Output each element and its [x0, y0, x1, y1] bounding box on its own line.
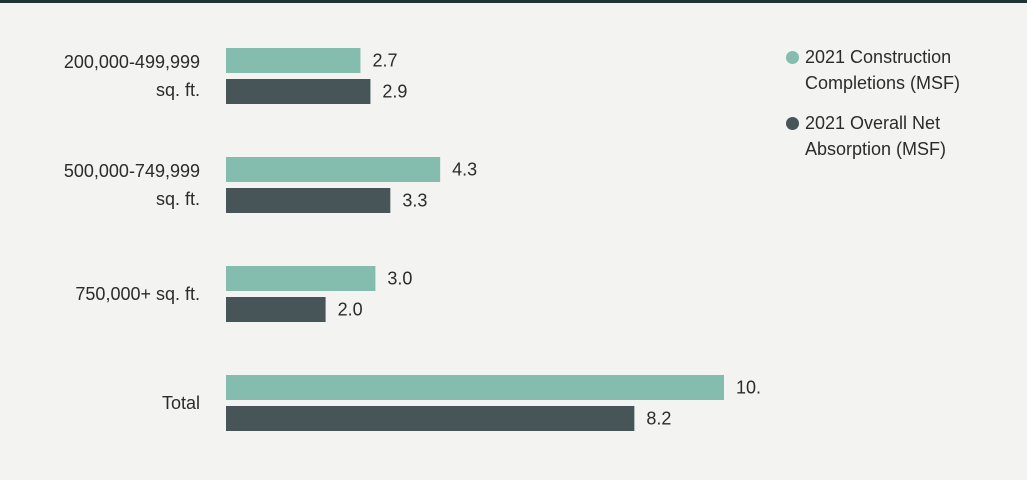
bar-net-absorption [226, 188, 391, 213]
category-label: 500,000-749,999 sq. ft. [64, 161, 200, 209]
bar-construction-completions [226, 266, 376, 291]
legend-item-net-absorption: 2021 Overall Net Absorption (MSF) [786, 110, 1016, 162]
data-label: 3.0 [387, 269, 412, 289]
category-label-line: sq. ft. [156, 189, 200, 209]
data-label: 8.2 [646, 409, 671, 429]
data-label: 2.7 [372, 51, 397, 71]
legend-swatch-net-absorption [786, 117, 799, 130]
bar-chart: 200,000-499,999 sq. ft. 2.7 2.9 500,000-749,… [64, 48, 760, 431]
legend-label-construction-completions: 2021 Construction Completions (MSF) [805, 47, 961, 93]
category-label-line: 500,000-749,999 [64, 161, 200, 181]
bar-construction-completions [226, 375, 724, 400]
legend-label-net-absorption: 2021 Overall Net Absorption (MSF) [805, 113, 947, 159]
data-label: 2.0 [338, 300, 363, 320]
category-label: 750,000+ sq. ft. [75, 284, 200, 304]
data-label: 3.3 [402, 191, 427, 211]
bar-net-absorption [226, 297, 326, 322]
chart-legend: 2021 Construction Completions (MSF) 2021… [786, 44, 1016, 176]
category-label-line: sq. ft. [156, 80, 200, 100]
legend-swatch-construction-completions [786, 51, 799, 64]
data-label: 10.0 [736, 378, 760, 398]
bar-net-absorption [226, 79, 371, 104]
category-label-line: Total [162, 393, 200, 413]
data-label: 4.3 [452, 160, 477, 180]
bar-net-absorption [226, 406, 635, 431]
bar-construction-completions [226, 48, 361, 73]
category-label: 200,000-499,999 sq. ft. [64, 52, 200, 100]
bar-construction-completions [226, 157, 441, 182]
category-label-line: 200,000-499,999 [64, 52, 200, 72]
top-rule [0, 0, 1027, 3]
category-label-line: 750,000+ sq. ft. [75, 284, 200, 304]
category-label: Total [162, 393, 200, 413]
legend-item-construction-completions: 2021 Construction Completions (MSF) [786, 44, 1016, 96]
data-label: 2.9 [382, 82, 407, 102]
